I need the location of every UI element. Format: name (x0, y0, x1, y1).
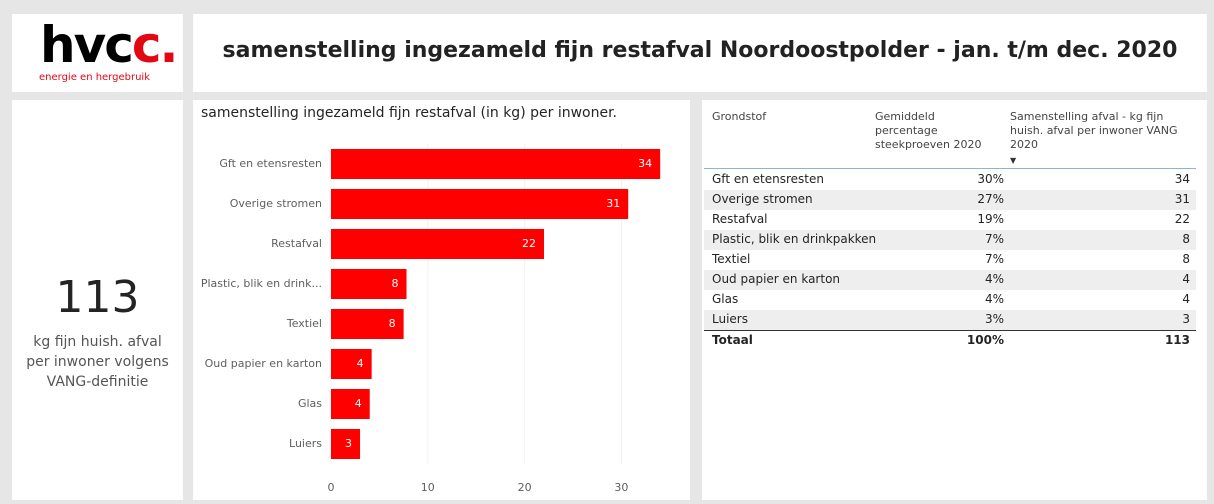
table-cell: 8 (1182, 232, 1190, 246)
column-header: Grondstof (712, 110, 767, 123)
x-tick-label: 30 (614, 481, 628, 494)
row-band (704, 230, 1196, 250)
value-label: 34 (638, 157, 652, 170)
title-panel: samenstelling ingezameld fijn restafval … (193, 14, 1207, 92)
table-cell: 3% (984, 312, 1004, 326)
table-cell: 34 (1174, 172, 1190, 186)
total-cell: 100% (966, 333, 1004, 347)
y-tick-label: Luiers (289, 437, 322, 450)
row-band (704, 270, 1196, 290)
y-tick-label: Oud papier en karton (205, 357, 322, 370)
table-cell: Luiers (712, 312, 748, 326)
value-label: 3 (345, 437, 352, 450)
table-cell: 4 (1182, 272, 1190, 286)
row-band (704, 190, 1196, 210)
table-cell: 7% (984, 232, 1004, 246)
bar (331, 189, 629, 219)
logo-text: hvc (40, 16, 134, 74)
total-cell: Totaal (712, 333, 753, 347)
table-cell: Restafval (712, 212, 768, 226)
bar (331, 229, 544, 259)
kpi-caption-line: kg fijn huish. afval (33, 334, 162, 350)
bar (331, 269, 407, 299)
bar (331, 309, 404, 339)
kpi-panel: 113 kg fijn huish. afval per inwoner volg… (12, 100, 183, 500)
header-rule (704, 168, 1196, 169)
chart-title: samenstelling ingezameld fijn restafval … (201, 105, 617, 121)
column-header: Samenstelling afval - kg fijn huish. afv… (1010, 110, 1178, 151)
table-cell: Gft en etensresten (712, 172, 824, 186)
x-tick-label: 20 (518, 481, 532, 494)
kpi-caption-line: VANG-definitie (46, 374, 149, 390)
kpi-caption: kg fijn huish. afval per inwoner volgens V… (12, 332, 183, 392)
table-cell: Textiel (712, 252, 751, 266)
y-tick-label: Glas (298, 397, 322, 410)
y-tick-label: Restafval (271, 237, 322, 250)
kpi-value: 113 (55, 272, 140, 323)
table-cell: 8 (1182, 252, 1190, 266)
x-tick-label: 10 (421, 481, 435, 494)
table-cell: 19% (977, 212, 1004, 226)
y-tick-label: Overige stromen (230, 197, 322, 210)
kpi-caption-line: per inwoner volgens (26, 354, 169, 370)
logo-panel: hvcc. energie en hergebruik (12, 14, 183, 92)
value-label: 4 (357, 357, 364, 370)
page-title: samenstelling ingezameld fijn restafval … (222, 38, 1178, 63)
x-tick-label: 0 (328, 481, 335, 494)
value-label: 22 (522, 237, 536, 250)
value-label: 4 (355, 397, 362, 410)
logo-accent: c. (131, 16, 179, 74)
chart: samenstelling ingezameld fijn restafval … (201, 105, 661, 494)
y-tick-label: Gft en etensresten (219, 157, 322, 170)
sort-arrow: ▼ (1010, 156, 1017, 165)
table-cell: Plastic, blik en drinkpakken (712, 232, 877, 246)
column-header: Gemiddeld percentage steekproeven 2020 (875, 110, 982, 151)
table-cell: 4% (984, 292, 1004, 306)
table-cell: Overige stromen (712, 192, 813, 206)
value-label: 31 (606, 197, 620, 210)
bar (331, 389, 370, 419)
total-cell: 113 (1164, 333, 1190, 347)
table-cell: 27% (977, 192, 1004, 206)
table-cell: 4% (984, 272, 1004, 286)
chart-panel: samenstelling ingezameld fijn restafval … (193, 100, 690, 500)
table-cell: 30% (977, 172, 1004, 186)
logo: hvcc. (40, 16, 179, 74)
table-cell: Glas (712, 292, 739, 306)
bar (331, 349, 372, 379)
row-band (704, 310, 1196, 330)
table-panel: Grondstof Gemiddeld percentage steekproev… (702, 100, 1207, 500)
table-cell: 31 (1174, 192, 1190, 206)
table-cell: 4 (1182, 292, 1190, 306)
table-cell: Oud papier en karton (712, 272, 841, 286)
value-label: 8 (389, 317, 396, 330)
total-rule (704, 330, 1196, 331)
table-cell: 3 (1182, 312, 1190, 326)
value-label: 8 (392, 277, 399, 290)
table-cell: 7% (984, 252, 1004, 266)
logo-tagline: energie en hergebruik (39, 72, 150, 83)
bar (331, 429, 361, 459)
bar (331, 149, 661, 179)
y-tick-label: Textiel (286, 317, 322, 330)
y-tick-label: Plastic, blik en drink... (201, 277, 322, 290)
table-cell: 22 (1174, 212, 1190, 226)
